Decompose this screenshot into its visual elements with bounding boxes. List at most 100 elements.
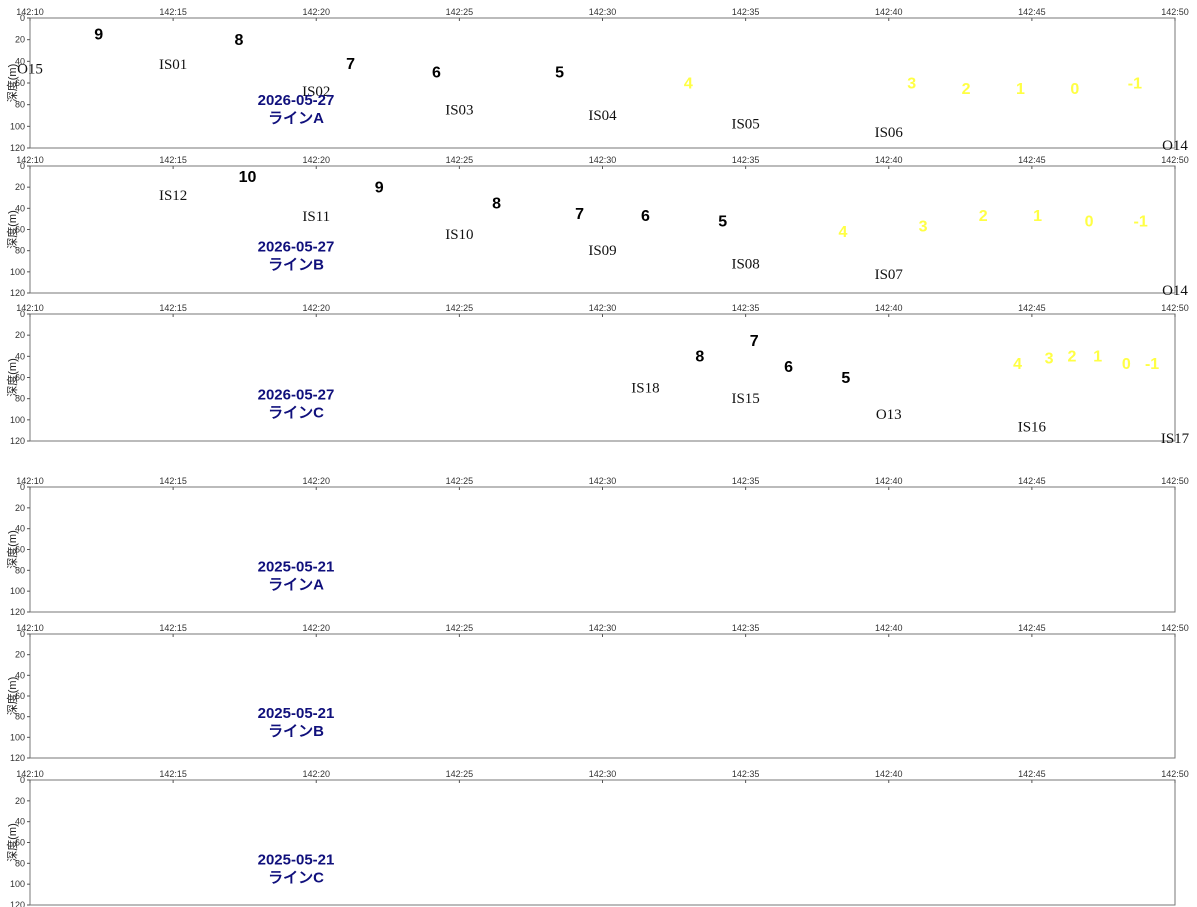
station-label: IS06 (875, 125, 904, 141)
y-tick-label: 40 (15, 56, 25, 66)
temperature-label: 3 (907, 75, 916, 92)
y-tick-label: 100 (10, 732, 25, 742)
station-label: IS12 (159, 188, 187, 204)
station-label: IS07 (875, 267, 904, 283)
x-tick-label: 142:40 (875, 155, 903, 165)
x-tick-label: 142:50 (1161, 769, 1189, 779)
x-tick-label: 142:10 (16, 155, 44, 165)
x-tick-label: 142:45 (1018, 476, 1046, 486)
temperature-label: 10 (239, 169, 257, 186)
x-tick-label: 142:35 (732, 155, 760, 165)
x-tick-label: 142:35 (732, 303, 760, 313)
temperature-label: 5 (841, 370, 850, 387)
plot-frame (29, 165, 1176, 294)
station-label: IS16 (1018, 419, 1047, 435)
section-line-label: ラインA (268, 110, 324, 127)
x-tick-label: 142:35 (732, 7, 760, 17)
y-tick-label: 40 (15, 817, 25, 827)
x-tick-label: 142:40 (875, 476, 903, 486)
y-axis-label: 深度(m) (5, 530, 19, 569)
x-tick-label: 142:45 (1018, 303, 1046, 313)
x-tick-label: 142:10 (16, 7, 44, 17)
section-line-label: ラインB (268, 257, 324, 274)
section-panel-3: 142:10 142:15 142:20 142:25 142:30 142:35 142:… (5, 303, 1190, 447)
x-tick-label: 142:20 (302, 155, 330, 165)
station-label: IS09 (588, 243, 616, 259)
x-tick-label: 142:30 (589, 303, 617, 313)
temperature-label: 6 (432, 65, 441, 82)
section-date-label: 2026-05-27 (258, 239, 335, 256)
section-panel-6: 142:10 142:15 142:20 142:25 142:30 142:35 142:… (5, 769, 1189, 907)
y-tick-label: 40 (15, 203, 25, 213)
x-tick-label: 142:45 (1018, 7, 1046, 17)
y-tick-label: 100 (10, 121, 25, 131)
section-date-label: 2025-05-21 (258, 852, 335, 869)
y-tick-label: 80 (15, 858, 25, 868)
temperature-label: 0 (1122, 356, 1131, 373)
x-tick-label: 142:10 (16, 476, 44, 486)
plot-frame (29, 17, 1176, 149)
x-tick-label: 142:20 (302, 7, 330, 17)
temperature-label: 7 (750, 333, 759, 350)
section-date-label: 2025-05-21 (258, 705, 335, 722)
temperature-label: -1 (1145, 356, 1159, 373)
y-tick-label: 60 (15, 545, 25, 555)
x-tick-label: 142:35 (732, 769, 760, 779)
x-tick-label: 142:15 (159, 7, 187, 17)
x-tick-label: 142:30 (589, 476, 617, 486)
y-axis-label: 深度(m) (5, 677, 19, 716)
y-tick-label: 0 (20, 161, 25, 171)
plot-frame (29, 486, 1176, 613)
x-tick-label: 142:10 (16, 769, 44, 779)
plot-frame (29, 633, 1176, 759)
y-tick-label: 20 (15, 650, 25, 660)
y-tick-label: 20 (15, 330, 25, 340)
y-axis-label: 深度(m) (5, 823, 19, 862)
y-tick-label: 20 (15, 182, 25, 192)
station-label: IS10 (445, 227, 473, 243)
x-tick-label: 142:50 (1161, 7, 1189, 17)
station-label: IS01 (159, 57, 187, 73)
y-tick-label: 0 (20, 309, 25, 319)
x-tick-label: 142:25 (446, 303, 474, 313)
y-tick-label: 0 (20, 482, 25, 492)
x-tick-label: 142:45 (1018, 155, 1046, 165)
station-label: IS03 (445, 102, 473, 118)
station-label: IS02 (302, 84, 330, 100)
x-tick-label: 142:10 (16, 623, 44, 633)
station-label: IS04 (588, 108, 617, 124)
y-tick-label: 20 (15, 35, 25, 45)
y-axis-label: 深度(m) (5, 210, 19, 249)
y-tick-label: 80 (15, 100, 25, 110)
temperature-label: 6 (641, 208, 650, 225)
y-tick-label: 40 (15, 670, 25, 680)
temperature-label: 4 (1013, 356, 1022, 373)
x-tick-label: 142:40 (875, 7, 903, 17)
y-axis-label: 深度(m) (5, 358, 19, 397)
x-tick-label: 142:40 (875, 769, 903, 779)
y-tick-label: 20 (15, 503, 25, 513)
temperature-label: 7 (575, 206, 584, 223)
section-line-label: ラインB (268, 723, 324, 740)
temperature-label: 9 (94, 27, 103, 44)
temperature-label: 5 (555, 65, 564, 82)
section-line-label: ラインA (268, 577, 324, 594)
station-label: IS17 (1161, 431, 1190, 447)
y-tick-label: 120 (10, 143, 25, 153)
temperature-label: 1 (1033, 208, 1042, 225)
y-tick-label: 120 (10, 436, 25, 446)
temperature-label: 0 (1070, 81, 1079, 98)
x-tick-label: 142:50 (1161, 623, 1189, 633)
section-line-label: ラインC (268, 870, 324, 887)
y-tick-label: 120 (10, 753, 25, 763)
y-tick-label: 0 (20, 13, 25, 23)
section-panel-5: 142:10 142:15 142:20 142:25 142:30 142:35 142:… (5, 623, 1189, 763)
y-tick-label: 100 (10, 415, 25, 425)
y-tick-label: 60 (15, 373, 25, 383)
y-tick-label: 100 (10, 586, 25, 596)
temperature-label: 4 (684, 75, 693, 92)
section-panel-2: 142:10 142:15 142:20 142:25 142:30 142:35 142:… (5, 155, 1189, 299)
temperature-label: 8 (235, 32, 244, 49)
y-tick-label: 20 (15, 796, 25, 806)
section-line-label: ラインC (268, 405, 324, 422)
